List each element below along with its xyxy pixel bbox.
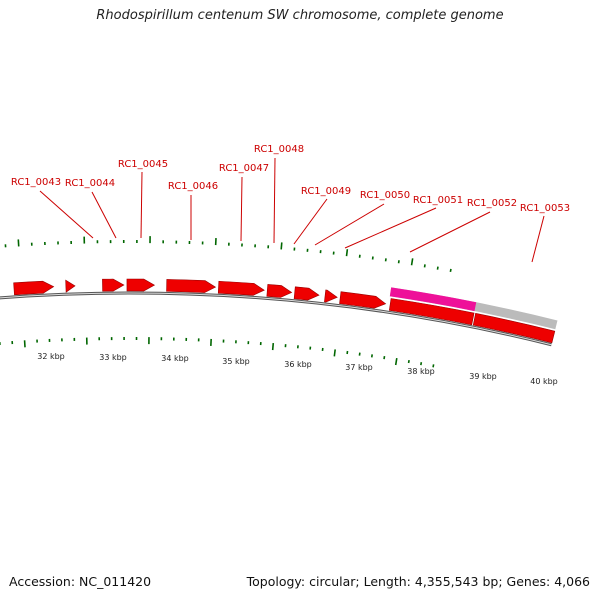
highlight-band bbox=[389, 287, 477, 312]
gene-callout-label: RC1_0053 bbox=[520, 203, 570, 214]
gene-arrow bbox=[339, 291, 387, 309]
callout-leader-line bbox=[140, 171, 143, 239]
callout-leader-line bbox=[39, 190, 94, 239]
chromosome-ring-highlight bbox=[0, 292, 552, 346]
callout-leader-line bbox=[314, 203, 385, 246]
gene-callout-label: RC1_0046 bbox=[168, 181, 218, 192]
gene-arrow bbox=[126, 278, 156, 292]
gene-callout-label: RC1_0050 bbox=[360, 190, 410, 201]
callout-leader-line bbox=[273, 157, 276, 244]
callout-leader-line bbox=[293, 198, 328, 245]
inner-tick bbox=[420, 362, 423, 366]
inner-tick bbox=[271, 342, 275, 351]
gene-callouts: RC1_0043 RC1_0044RC1_0045RC1_0046RC1_0047… bbox=[11, 144, 570, 263]
kbp-label: 38 kbp bbox=[407, 367, 435, 376]
gene-arrow bbox=[472, 312, 556, 344]
kbp-label: 39 kbp bbox=[469, 372, 497, 381]
kbp-label: 35 kbp bbox=[222, 357, 250, 366]
gene-arrow bbox=[166, 279, 217, 293]
outer-tick-ring bbox=[4, 236, 452, 273]
inner-tick-ring bbox=[0, 337, 435, 368]
outer-tick bbox=[280, 242, 283, 250]
chromosome-backbone bbox=[0, 287, 558, 347]
gene-callout-label: RC1_0052 bbox=[467, 198, 517, 209]
outer-tick bbox=[410, 258, 414, 266]
callout-leader-line bbox=[409, 211, 491, 253]
inner-tick bbox=[432, 364, 435, 368]
genome-summary-text: Topology: circular; Length: 4,355,543 bp… bbox=[246, 574, 590, 589]
outer-tick bbox=[345, 249, 349, 257]
outer-tick bbox=[436, 266, 439, 270]
gene-arrow bbox=[217, 280, 265, 296]
gene-arrow bbox=[65, 279, 76, 293]
gene-arrow bbox=[324, 289, 338, 303]
gene-arrow bbox=[293, 286, 320, 301]
gene-track bbox=[13, 278, 556, 344]
gene-callout-label: RC1_0048 bbox=[254, 144, 304, 155]
gene-callout-label: RC1_0044 bbox=[65, 178, 115, 189]
kbp-label: 36 kbp bbox=[284, 360, 312, 369]
gene-callout-label: RC1_0051 bbox=[413, 195, 463, 206]
kbp-label: 37 kbp bbox=[345, 363, 373, 372]
kbp-label: 33 kbp bbox=[99, 353, 127, 362]
gene-callout-label: RC1_0045 bbox=[118, 159, 168, 170]
callout-leader-line bbox=[91, 191, 117, 239]
callout-leader-line bbox=[240, 176, 243, 242]
kbp-label: 40 kbp bbox=[530, 377, 558, 386]
inner-tick bbox=[394, 357, 398, 366]
inner-tick bbox=[333, 349, 336, 357]
outer-tick bbox=[449, 268, 452, 273]
gene-arrow bbox=[266, 284, 293, 298]
gene-callout-label: RC1_0043 bbox=[11, 177, 61, 188]
kbp-label: 34 kbp bbox=[161, 354, 189, 363]
gene-arrow bbox=[13, 280, 55, 296]
gene-callout-label: RC1_0047 bbox=[219, 163, 269, 174]
gene-arrow bbox=[388, 298, 475, 326]
gene-callout-label: RC1_0049 bbox=[301, 186, 351, 197]
kbp-ruler-labels: 32 kbp 33 kbp 34 kbp 35 kbp 36 kbp 37 kbp 38 k… bbox=[37, 352, 558, 386]
accession-text: Accession: NC_011420 bbox=[9, 574, 152, 589]
callout-leader-line bbox=[531, 215, 545, 263]
kbp-label: 32 kbp bbox=[37, 352, 65, 361]
callout-leader-line bbox=[344, 207, 437, 249]
gene-arrow bbox=[102, 278, 125, 292]
map-title: Rhodospirillum centenum SW chromosome, c… bbox=[96, 8, 504, 23]
